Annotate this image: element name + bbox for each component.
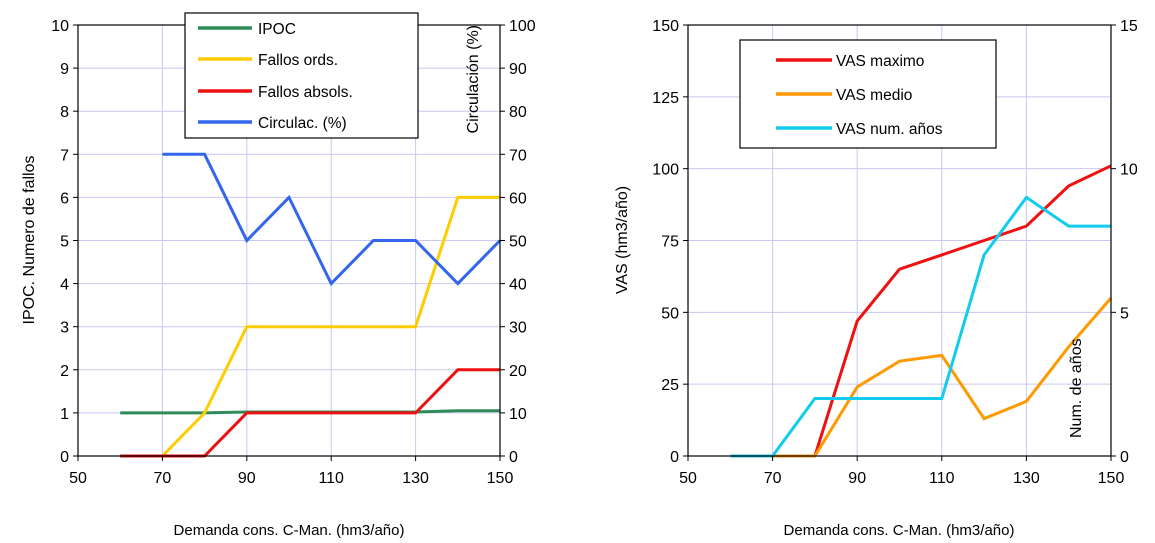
legend-label: VAS num. años	[836, 121, 943, 138]
series-line-vas-maximo	[813, 164, 1112, 457]
x-tick-label: 110	[318, 470, 344, 487]
y2-tick-label: 0	[1120, 449, 1129, 466]
y2-tick-label: 70	[509, 147, 527, 164]
y2-tick-label: 90	[509, 61, 527, 78]
y-tick-label: 0	[60, 449, 69, 466]
legend-item-fallos-absols: Fallos absols.	[198, 84, 353, 101]
chart-left: 50 70 90 110 130 1500123456789100102030405060…	[21, 12, 536, 539]
chart-right: 50 70 90 110 130 150 0 25 50 75 100 125 150 0 5 10 15 VA…	[614, 18, 1138, 539]
y-tick-label: 75	[661, 234, 679, 251]
x-tick-label: 50	[69, 470, 87, 487]
legend-item-circulac: Circulac. (%)	[198, 115, 347, 132]
x-tick-label: 70	[764, 470, 782, 487]
y2-tick-label: 15	[1120, 18, 1138, 35]
legend-item-vas-maximo: VAS maximo	[776, 53, 924, 70]
x-tick-label: 50	[679, 470, 697, 487]
legend-box	[184, 12, 419, 139]
legend-label: Fallos absols.	[258, 84, 353, 101]
series-lines	[120, 152, 502, 458]
y-tick-label: 5	[60, 234, 69, 251]
y2-tick-label: 60	[509, 190, 527, 207]
y-tick-label: 100	[652, 162, 679, 179]
y2-tick-label: 10	[1120, 162, 1138, 179]
y2-tick-label: 40	[509, 277, 527, 294]
x-tick-label: 150	[487, 470, 514, 487]
y2-tick-label: 30	[509, 320, 527, 337]
y-tick-label: 4	[60, 277, 69, 294]
legend-item-vas-num-anos: VAS num. años	[776, 121, 943, 138]
x-tick-label: 90	[238, 470, 256, 487]
y2-tick-label: 20	[509, 363, 527, 380]
y-tick-label: 150	[652, 18, 679, 35]
series-line-vas-num-a-os	[730, 195, 1111, 458]
series-line-circulac	[162, 152, 502, 287]
y-tick-label: 1	[60, 406, 69, 423]
y2-tick-label: 10	[509, 406, 527, 423]
y-tick-label: 6	[60, 190, 69, 207]
y2-tick-label: 5	[1120, 305, 1129, 322]
y-tick-label: 9	[60, 61, 69, 78]
legend-label: VAS medio	[836, 87, 912, 104]
y-tick-label: 125	[652, 90, 679, 107]
legend-label: VAS maximo	[836, 53, 924, 70]
y2-tick-label: 0	[509, 449, 518, 466]
legend-label: Fallos ords.	[258, 52, 338, 69]
legend-item-ipoc: IPOC	[198, 21, 296, 38]
x-tick-label: 70	[154, 470, 172, 487]
y2-tick-label: 50	[509, 234, 527, 251]
y2-tick-label: 80	[509, 104, 527, 121]
y-tick-label: 2	[60, 363, 69, 380]
y2-axis-label: Circulación (%)	[465, 25, 482, 133]
x-axis-label: Demanda cons. C-Man. (hm3/año)	[174, 522, 405, 539]
legend-label: Circulac. (%)	[258, 115, 347, 132]
y-tick-label: 25	[661, 377, 679, 394]
y2-tick-label: 100	[509, 18, 536, 35]
y-tick-label: 10	[51, 18, 69, 35]
x-tick-label: 130	[402, 470, 429, 487]
legend: IPOC Fallos ords. Fallos absols. Circula…	[184, 12, 419, 139]
y-tick-label: 3	[60, 320, 69, 337]
y-tick-label: 50	[661, 305, 679, 322]
x-tick-label: 150	[1098, 470, 1125, 487]
legend-label: IPOC	[258, 21, 296, 38]
y-tick-label: 8	[60, 104, 69, 121]
series-line-vas-medio	[772, 297, 1113, 458]
y2-axis-label: Num. de años	[1068, 338, 1085, 438]
series-lines	[730, 164, 1113, 458]
legend: VAS maximo VAS medio VAS num. años	[739, 39, 997, 149]
x-axis-label: Demanda cons. C-Man. (hm3/año)	[784, 522, 1015, 539]
y-axis-label: VAS (hm3/año)	[614, 186, 631, 294]
legend-item-fallos-ords: Fallos ords.	[198, 52, 338, 69]
x-tick-label: 90	[848, 470, 866, 487]
y-tick-label: 0	[670, 449, 679, 466]
y-axis-label: IPOC. Numero de fallos	[21, 156, 38, 325]
tick-labels: 50 70 90 110 130 1500123456789100102030405060…	[51, 18, 536, 487]
y-tick-label: 7	[60, 147, 69, 164]
x-tick-label: 110	[929, 470, 955, 487]
legend-item-vas-medio: VAS medio	[776, 87, 912, 104]
tick-labels: 50 70 90 110 130 150 0 25 50 75 100 125 150 0 5 10 15	[652, 18, 1138, 487]
x-tick-label: 130	[1013, 470, 1040, 487]
